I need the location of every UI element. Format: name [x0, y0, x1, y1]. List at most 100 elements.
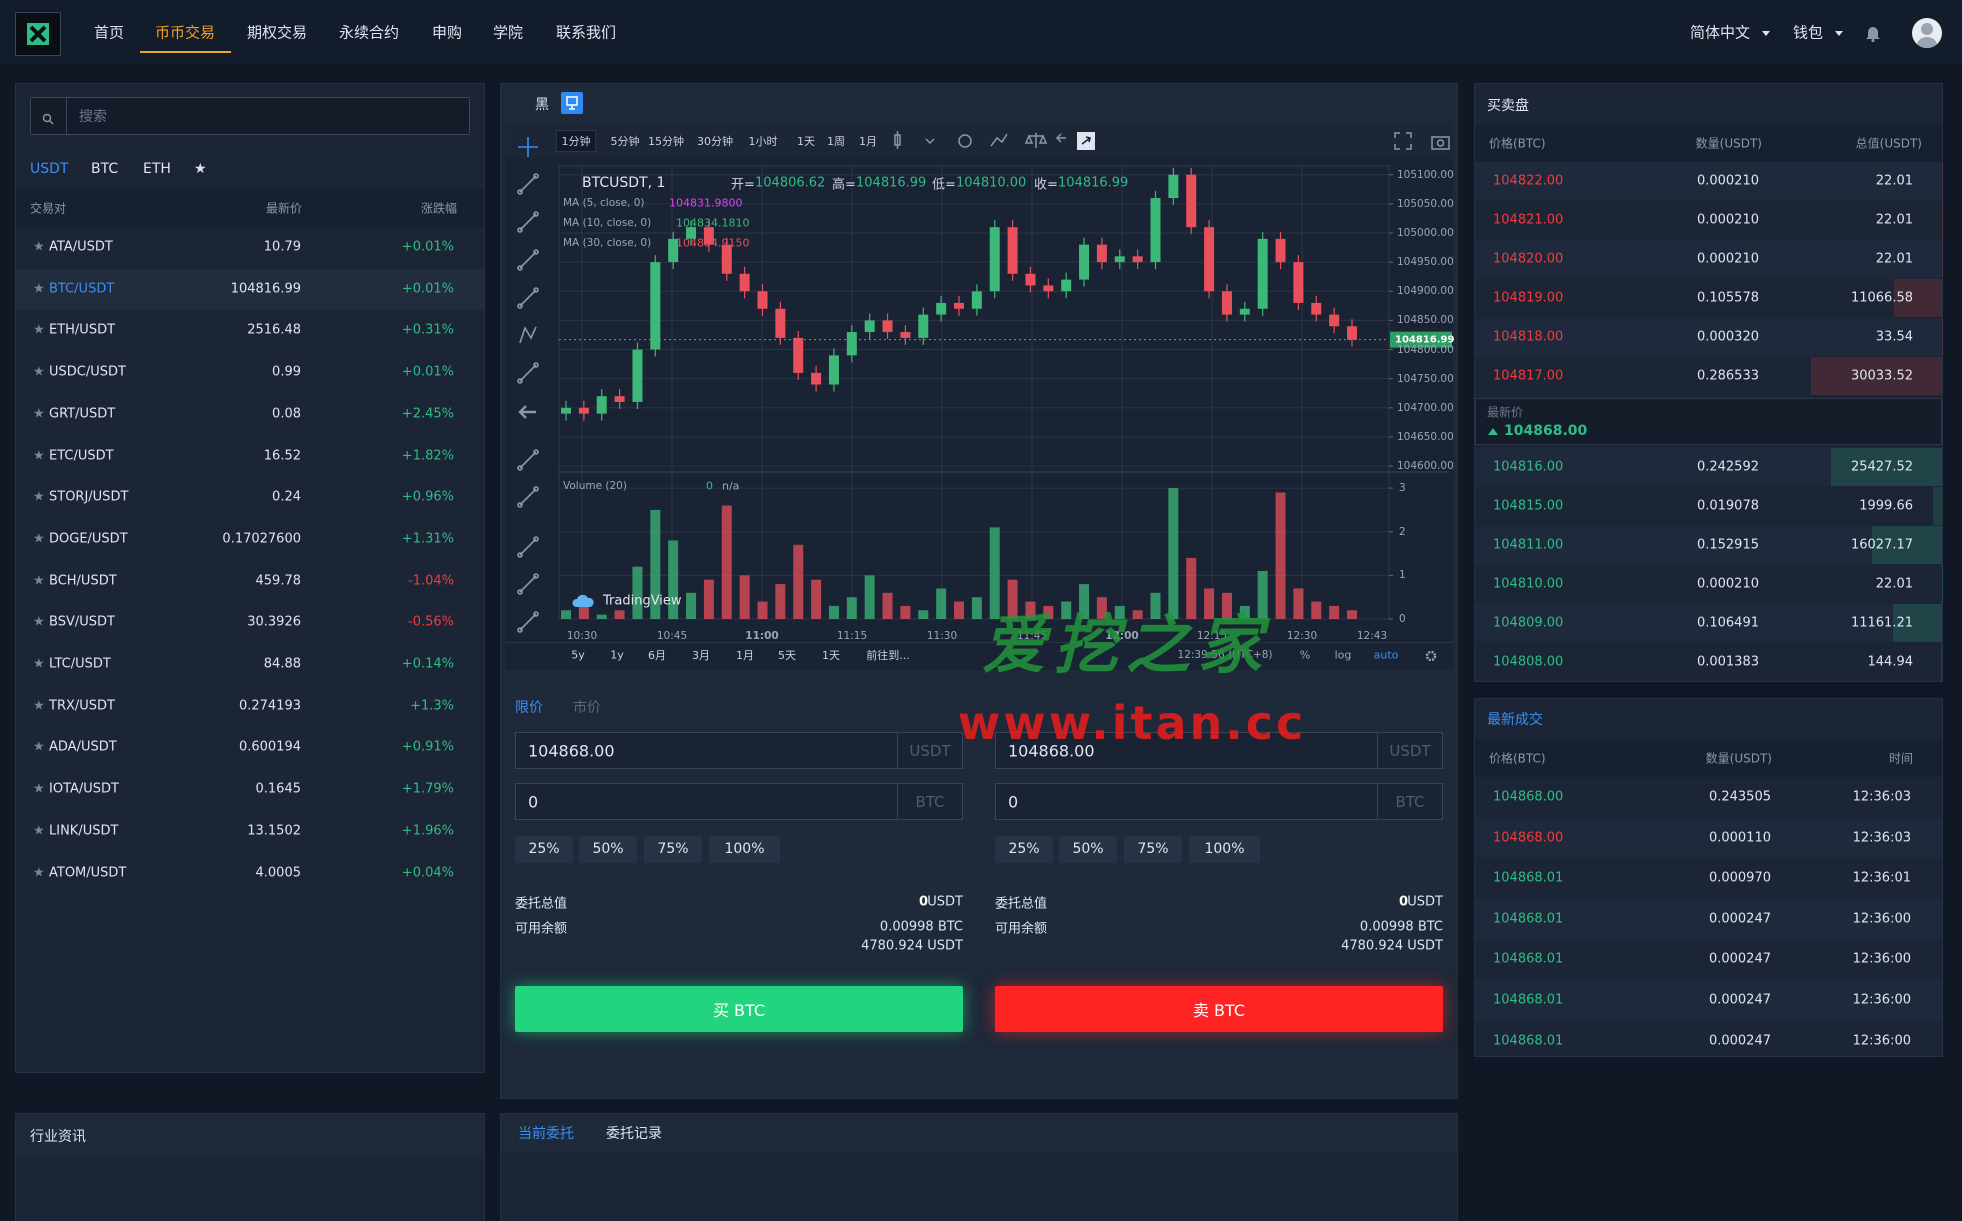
pair-name[interactable]: TRX/USDT	[49, 698, 115, 714]
theme-button[interactable]	[561, 92, 583, 114]
range-button[interactable]: 6月	[648, 649, 666, 662]
favorite-star[interactable]: ★	[33, 698, 45, 714]
range-button[interactable]: 3月	[692, 649, 710, 662]
avatar[interactable]	[1912, 18, 1942, 48]
order-amount: 0.000210	[1696, 173, 1759, 189]
pair-name[interactable]: LINK/USDT	[49, 823, 119, 839]
column-header: 价格(BTC)	[1489, 136, 1546, 151]
pair-name[interactable]: BCH/USDT	[49, 573, 117, 589]
theme-toggle[interactable]: 黑	[535, 97, 549, 113]
percent-button[interactable]	[579, 836, 637, 863]
range-button[interactable]: 前往到...	[866, 649, 910, 662]
favorite-star[interactable]: ★	[33, 614, 45, 630]
sell-button[interactable]	[995, 986, 1443, 1032]
nav-item[interactable]: 联系我们	[555, 23, 617, 42]
amount-input[interactable]	[995, 783, 1443, 820]
percent-button[interactable]	[1189, 836, 1260, 863]
orders-tab[interactable]: 委托记录	[606, 1126, 662, 1142]
favorite-star[interactable]: ★	[33, 781, 45, 797]
nav-item[interactable]: 永续合约	[338, 23, 400, 42]
language-menu[interactable]: 简体中文	[1690, 23, 1751, 42]
interval-button[interactable]: 1分钟	[561, 135, 591, 148]
pair-price: 0.99	[272, 364, 301, 380]
pair-name[interactable]: ATA/USDT	[49, 239, 113, 255]
nav-item[interactable]: 币币交易	[154, 23, 216, 42]
x-tick-label: 10:30	[566, 630, 598, 642]
order-type-tab[interactable]: 限价	[515, 700, 543, 716]
interval-button[interactable]: 5分钟	[610, 135, 640, 148]
favorite-star[interactable]: ★	[33, 364, 45, 380]
orders-tab[interactable]: 当前委托	[518, 1126, 574, 1142]
pair-name[interactable]: IOTA/USDT	[49, 781, 119, 797]
favorite-star[interactable]: ★	[33, 573, 45, 589]
search-box[interactable]	[30, 97, 470, 135]
interval-button[interactable]: 1月	[859, 135, 877, 148]
percent-button[interactable]	[709, 836, 780, 863]
order-type-tab[interactable]: 市价	[573, 700, 601, 716]
interval-button[interactable]: 1周	[827, 135, 845, 148]
favorite-star[interactable]: ★	[33, 322, 45, 338]
favorite-star[interactable]: ★	[33, 406, 45, 422]
bell-icon[interactable]	[1865, 24, 1881, 43]
pair-name[interactable]: BSV/USDT	[49, 614, 115, 630]
buy-button[interactable]	[515, 986, 963, 1032]
percent-button[interactable]	[644, 836, 702, 863]
available-value: 4780.924 USDT	[1341, 938, 1443, 954]
wallet-menu[interactable]: 钱包	[1793, 23, 1824, 42]
range-button[interactable]: 1天	[822, 649, 840, 662]
percent-button[interactable]	[1124, 836, 1182, 863]
pair-name[interactable]: GRT/USDT	[49, 406, 116, 422]
favorite-star[interactable]: ★	[33, 823, 45, 839]
column-header: 涨跌幅	[420, 201, 457, 216]
nav-item[interactable]: 期权交易	[246, 23, 308, 42]
market-tab[interactable]: BTC	[91, 161, 119, 177]
trade-row-stripe	[1475, 980, 1942, 1020]
pair-name[interactable]: ETH/USDT	[49, 322, 116, 338]
range-button[interactable]: 1月	[736, 649, 754, 662]
pair-name[interactable]: BTC/USDT	[49, 281, 115, 297]
chart-frame	[505, 122, 1453, 670]
range-button[interactable]: 5y	[571, 648, 585, 662]
percent-button[interactable]	[515, 836, 573, 863]
range-button[interactable]: 5天	[778, 649, 796, 662]
favorite-star[interactable]: ★	[33, 739, 45, 755]
pair-name[interactable]: ETC/USDT	[49, 448, 114, 463]
favorite-star[interactable]: ★	[33, 448, 45, 463]
interval-button[interactable]: 1天	[797, 135, 815, 148]
percent-button[interactable]	[995, 836, 1053, 863]
order-price: 104816.00	[1493, 459, 1564, 475]
pair-change: +0.01%	[401, 364, 454, 380]
amount-input[interactable]	[515, 783, 963, 820]
price-input[interactable]	[995, 732, 1443, 769]
market-tab[interactable]: ETH	[143, 161, 171, 177]
interval-button[interactable]: 1小时	[748, 135, 778, 148]
auto-toggle[interactable]: auto	[1373, 648, 1399, 662]
pair-name[interactable]: LTC/USDT	[49, 656, 111, 672]
interval-button[interactable]: 30分钟	[697, 135, 733, 148]
pair-name[interactable]: STORJ/USDT	[49, 489, 129, 505]
favorite-star[interactable]: ★	[33, 656, 45, 672]
percent-button[interactable]	[1059, 836, 1117, 863]
log-toggle[interactable]: log	[1334, 648, 1352, 662]
pair-name[interactable]: USDC/USDT	[49, 364, 126, 380]
favorite-star[interactable]: ★	[33, 239, 45, 255]
range-button[interactable]: 1y	[610, 648, 624, 662]
market-tab[interactable]: ★	[194, 161, 207, 177]
pair-name[interactable]: ATOM/USDT	[49, 865, 127, 880]
nav-item[interactable]: 学院	[492, 23, 524, 42]
favorite-star[interactable]: ★	[33, 865, 45, 880]
nav-item[interactable]: 申购	[431, 23, 463, 42]
interval-active	[556, 130, 596, 152]
pair-name[interactable]: DOGE/USDT	[49, 531, 128, 547]
price-input[interactable]	[515, 732, 963, 769]
favorite-star[interactable]: ★	[33, 281, 45, 297]
pair-change: +0.14%	[401, 656, 454, 672]
favorite-star[interactable]: ★	[33, 531, 45, 547]
chart-settings[interactable]	[1424, 648, 1438, 662]
interval-button[interactable]: 15分钟	[648, 135, 684, 148]
pair-name[interactable]: ADA/USDT	[49, 739, 117, 755]
market-tab[interactable]: USDT	[30, 161, 69, 177]
percent-toggle[interactable]: %	[1299, 648, 1311, 662]
favorite-star[interactable]: ★	[33, 489, 45, 505]
nav-item[interactable]: 首页	[93, 23, 125, 42]
